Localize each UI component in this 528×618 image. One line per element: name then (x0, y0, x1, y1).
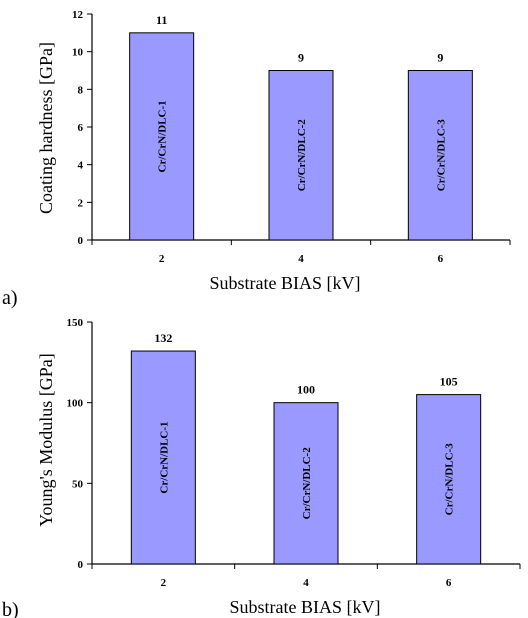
x-tick-label: 6 (446, 577, 452, 589)
bar-label: Cr/CrN/DLC-2 (301, 447, 313, 520)
data-label: 9 (437, 51, 443, 65)
data-label: 9 (298, 51, 304, 65)
y-tick-label: 10 (72, 47, 84, 59)
y-tick-label: 8 (78, 84, 84, 96)
y-tick-label: 150 (67, 317, 84, 329)
x-tick-label: 4 (298, 253, 304, 265)
bar-label: Cr/CrN/DLC-2 (296, 119, 308, 192)
panel-label: a) (2, 287, 18, 309)
y-tick-label: 4 (78, 160, 84, 172)
bar (416, 394, 482, 565)
y-tick-label: 50 (72, 478, 84, 490)
y-tick-label: 100 (67, 398, 84, 410)
data-label: 105 (440, 375, 458, 389)
bar (268, 70, 334, 241)
youngs-modulus-chart: Young's Modulus [GPa] Substrate BIAS [kV… (2, 317, 521, 618)
data-label: 11 (156, 13, 167, 27)
x-tick-label: 6 (438, 253, 444, 265)
data-label: 100 (297, 383, 315, 397)
y-tick-label: 2 (78, 197, 84, 209)
bar-label: Cr/CrN/DLC-1 (158, 421, 170, 493)
y-axis-title: Young's Modulus [GPa] (36, 353, 56, 526)
bar (130, 350, 196, 565)
data-label: 132 (154, 331, 172, 345)
panel-label: b) (2, 599, 19, 618)
x-tick-label: 4 (303, 577, 309, 589)
bar-label: Cr/CrN/DLC-3 (444, 443, 456, 516)
bar (273, 402, 339, 565)
bar (407, 70, 473, 241)
x-axis-title: Substrate BIAS [kV] (230, 597, 381, 617)
x-tick-label: 2 (161, 577, 167, 589)
y-tick-label: 12 (72, 9, 84, 21)
bar-label: Cr/CrN/DLC-3 (435, 119, 447, 192)
bar-label: Cr/CrN/DLC-1 (157, 100, 169, 172)
x-axis-title: Substrate BIAS [kV] (210, 273, 361, 293)
hardness-chart: Coating hardness [GPa] Substrate BIAS [k… (2, 9, 511, 309)
y-tick-label: 0 (78, 559, 84, 571)
bar (129, 32, 195, 241)
x-tick-label: 2 (159, 253, 165, 265)
y-tick-label: 6 (78, 122, 84, 134)
y-tick-label: 0 (78, 235, 84, 247)
y-axis-title: Coating hardness [GPa] (36, 42, 56, 214)
